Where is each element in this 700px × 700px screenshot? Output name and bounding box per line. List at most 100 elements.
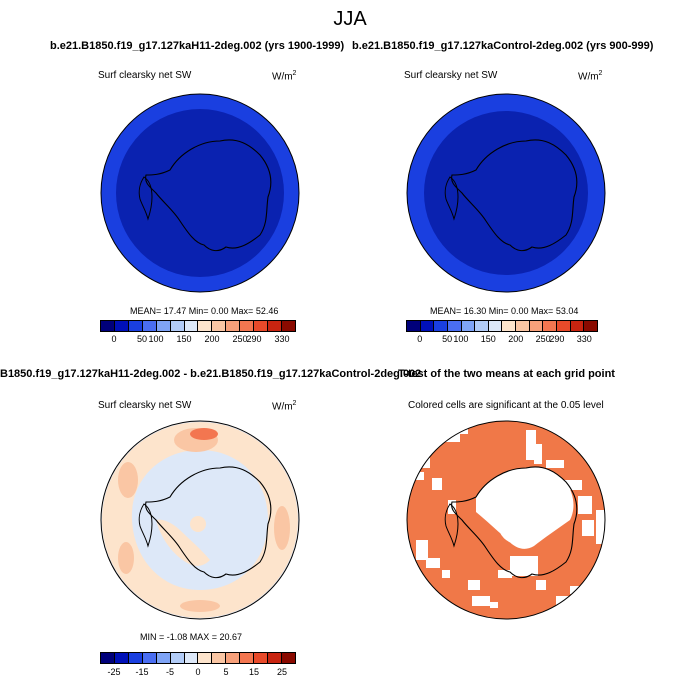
panel4-nonsig-center xyxy=(498,504,538,544)
colorbar-cell xyxy=(502,321,517,331)
colorbar-cell xyxy=(184,321,199,331)
colorbar-tick-label: -15 xyxy=(135,667,149,677)
colorbar-tick-label: 50 xyxy=(136,334,148,344)
panel3-anomaly-ring xyxy=(101,422,298,618)
panel1-map xyxy=(100,93,300,293)
panel3-anomaly-east xyxy=(274,506,290,550)
colorbar-cell xyxy=(516,321,530,331)
colorbar-cell xyxy=(461,321,476,331)
colorbar-tick-label: 15 xyxy=(248,667,260,677)
colorbar-cell xyxy=(128,653,143,663)
panel3-anomaly-peak xyxy=(190,428,218,440)
panel1-units: W/m2 xyxy=(272,70,297,83)
colorbar-cell xyxy=(114,653,129,663)
colorbar-cell xyxy=(240,321,255,331)
panel3-peninsula xyxy=(138,503,153,548)
panel4-nonsig-cell xyxy=(560,480,582,490)
colorbar-cell xyxy=(101,321,115,331)
panel2-map-border xyxy=(406,93,606,293)
colorbar-tick-label: 25 xyxy=(276,667,288,677)
colorbar-cell xyxy=(240,653,255,663)
colorbar-tick-label: 0 xyxy=(111,334,117,344)
colorbar-cell xyxy=(254,653,269,663)
panel4-nonsig-cell xyxy=(416,540,428,560)
colorbar-tick-label: -5 xyxy=(165,667,175,677)
panel4-nonsig-cell xyxy=(454,428,468,434)
panel4-nonsig-cell xyxy=(596,510,605,544)
panel2-peninsula xyxy=(444,176,459,221)
colorbar-cell xyxy=(529,321,544,331)
colorbar-cell xyxy=(198,321,213,331)
colorbar-cell xyxy=(142,321,157,331)
colorbar-cell xyxy=(156,321,171,331)
colorbar-tick-label: 330 xyxy=(576,334,592,344)
colorbar-cell xyxy=(475,321,489,331)
colorbar-cell xyxy=(254,321,269,331)
colorbar-tick-label: 0 xyxy=(417,334,423,344)
colorbar-cell xyxy=(226,653,241,663)
panel2-colorbar-ticks: 0 50 100 150 200 250 290 330 xyxy=(406,334,598,346)
panel2-variable-label: Surf clearsky net SW xyxy=(404,70,498,81)
panel3-map xyxy=(100,420,300,620)
colorbar-tick-label: 290 xyxy=(549,334,565,344)
panel4-variable-label: Colored cells are significant at the 0.0… xyxy=(408,400,604,411)
panel3-units: W/m2 xyxy=(272,400,297,413)
colorbar-tick-label: 200 xyxy=(508,334,524,344)
colorbar-tick-label: 100 xyxy=(453,334,469,344)
panel3-center-anomaly xyxy=(190,516,206,532)
colorbar-cell xyxy=(198,653,213,663)
colorbar-tick-label: 250 xyxy=(232,334,248,344)
colorbar-cell xyxy=(281,653,295,663)
panel4-map xyxy=(406,420,606,620)
panel1-stats: MEAN= 17.47 Min= 0.00 Max= 52.46 xyxy=(130,306,279,316)
colorbar-tick-label: 290 xyxy=(246,334,262,344)
colorbar-cell xyxy=(142,653,157,663)
colorbar-cell xyxy=(212,321,227,331)
colorbar-cell xyxy=(434,321,448,331)
panel3-map-border xyxy=(100,420,300,620)
panel3-colorbar xyxy=(100,652,296,664)
panel3-stats: MIN = -1.08 MAX = 20.67 xyxy=(140,632,243,642)
colorbar-cell xyxy=(407,321,421,331)
panel2-map xyxy=(406,93,606,293)
panel4-nonsig-cell xyxy=(414,472,424,480)
panel2-header: b.e21.B1850.f19_g17.127kaControl-2deg.00… xyxy=(352,40,654,52)
colorbar-tick-label: 200 xyxy=(204,334,220,344)
colorbar-cell xyxy=(170,653,185,663)
panel4-nonsig-cell xyxy=(498,570,512,578)
colorbar-cell xyxy=(226,321,241,331)
colorbar-cell xyxy=(268,321,282,331)
panel4-nonsig-cell xyxy=(570,586,580,594)
panel4-nonsig-cell xyxy=(546,460,564,468)
colorbar-cell xyxy=(488,321,503,331)
panel4-nonsig-cell xyxy=(578,496,592,514)
colorbar-tick-label: 100 xyxy=(148,334,164,344)
colorbar-cell xyxy=(420,321,435,331)
panel4-map-border xyxy=(406,420,606,620)
colorbar-cell xyxy=(212,653,227,663)
colorbar-cell xyxy=(447,321,462,331)
panel4-nonsig-cell xyxy=(536,580,546,590)
colorbar-tick-label: 0 xyxy=(195,667,201,677)
panel4-peninsula xyxy=(444,503,459,548)
panel1-header: b.e21.B1850.f19_g17.127kaH11-2deg.002 (y… xyxy=(50,40,345,52)
panel4-nonsig-cell xyxy=(432,478,442,490)
panel1-map-border xyxy=(100,93,300,293)
panel1-colorbar xyxy=(100,320,296,332)
colorbar-cell xyxy=(570,321,585,331)
colorbar-cell xyxy=(114,321,129,331)
panel2-stats: MEAN= 16.30 Min= 0.00 Max= 53.04 xyxy=(430,306,579,316)
colorbar-tick-label: 250 xyxy=(535,334,551,344)
panel3-inner-anomaly xyxy=(156,519,210,566)
colorbar-tick-label: 150 xyxy=(480,334,496,344)
colorbar-cell xyxy=(128,321,143,331)
colorbar-cell xyxy=(557,321,571,331)
panel2-ice-field xyxy=(424,111,588,275)
colorbar-tick-label: -25 xyxy=(107,667,121,677)
panel1-variable-label: Surf clearsky net SW xyxy=(98,70,192,81)
colorbar-cell xyxy=(543,321,558,331)
page-title: JJA xyxy=(333,8,367,30)
panel2-colorbar xyxy=(406,320,598,332)
panel1-colorbar-ticks: 0 50 100 150 200 250 290 330 xyxy=(100,334,296,346)
panel4-header: T-test of the two means at each grid poi… xyxy=(398,368,615,380)
